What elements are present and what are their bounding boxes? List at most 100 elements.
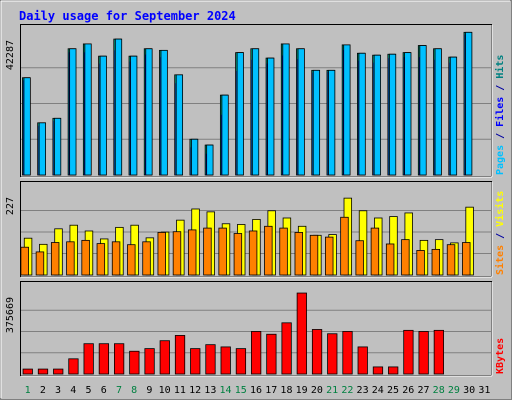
x-tick-label: 4	[70, 385, 76, 396]
x-tick-label: 28	[433, 385, 445, 396]
x-tick-label: 21	[326, 385, 338, 396]
bar-sites	[385, 243, 395, 276]
panel-kbytes: 375669 KBytes	[5, 281, 506, 377]
bar-kbytes	[266, 333, 277, 375]
x-tick-label: 3	[55, 385, 61, 396]
legend-entry: /	[495, 79, 506, 97]
bar-sites	[416, 250, 425, 276]
bar-kbytes	[98, 343, 110, 375]
bar-sites	[111, 241, 121, 276]
bar-pages	[434, 48, 442, 176]
bar-sites	[35, 251, 45, 276]
chart-panels: 42287 Pages / Files / Hits 227 Sites / Visi…	[5, 24, 506, 377]
x-tick-label: 11	[174, 385, 186, 396]
x-tick-label: 25	[387, 385, 399, 396]
legend-entry: Hits	[494, 55, 506, 79]
legend-entry: Visits	[494, 191, 506, 227]
x-tick-label: 9	[146, 385, 152, 396]
x-axis-day-labels: 1 2 3 4 5 6 7 8 9 10 11 12 13 14 15 16 17 18 19 20 21 22 23 24 2…	[25, 385, 491, 396]
bar-kbytes	[403, 329, 414, 375]
bar-pages	[145, 48, 153, 176]
bar-pages	[358, 52, 366, 176]
bar-sites	[81, 239, 90, 276]
bar-kbytes	[68, 358, 79, 375]
bar-kbytes	[174, 335, 186, 375]
bar-kbytes	[418, 331, 429, 375]
legend-entry: /	[495, 127, 506, 145]
bar-pages	[191, 138, 199, 176]
bar-pages	[54, 117, 62, 176]
bar-kbytes	[357, 346, 368, 375]
bar-kbytes	[129, 350, 140, 375]
bar-sites	[66, 241, 75, 276]
bar-pages	[251, 48, 260, 176]
x-tick-label: 12	[189, 385, 201, 396]
bar-pages	[160, 49, 168, 176]
bar-sites	[355, 240, 364, 276]
bar-kbytes	[114, 343, 125, 375]
bar-kbytes	[83, 343, 94, 375]
bar-sites	[325, 236, 334, 276]
bar-kbytes	[433, 329, 444, 375]
bar-sites	[401, 239, 410, 276]
x-tick-label: 31	[478, 385, 490, 396]
bar-pages	[130, 55, 138, 176]
bar-pages	[282, 43, 290, 176]
bar-sites	[96, 243, 106, 276]
x-tick-label: 8	[131, 385, 137, 396]
x-tick-label: 30	[463, 385, 475, 396]
legend-entry: /	[495, 227, 506, 245]
bar-pages	[328, 69, 336, 176]
bar-kbytes	[53, 368, 64, 375]
bar-sites	[218, 227, 227, 276]
bar-pages	[236, 52, 244, 176]
legend-entry: Pages	[495, 145, 506, 175]
bar-sites	[279, 227, 288, 276]
series-legend: Pages / Files / Hits	[494, 55, 506, 175]
legend-entry: Files	[494, 97, 506, 127]
legend-entry: KBytes	[495, 338, 506, 374]
x-tick-label: 5	[86, 385, 92, 396]
bar-sites	[157, 232, 166, 276]
series-legend: Sites / Visits	[494, 191, 506, 275]
bar-sites	[340, 216, 349, 276]
bar-pages	[297, 48, 305, 176]
chart-title: Daily usage for September 2024	[19, 9, 236, 23]
bar-kbytes	[342, 331, 353, 375]
x-tick-label: 17	[265, 385, 277, 396]
bar-sites	[446, 244, 456, 276]
bar-kbytes	[235, 348, 247, 375]
bar-pages	[449, 56, 458, 176]
bar-kbytes	[205, 344, 216, 375]
bar-pages	[419, 45, 427, 176]
bar-pages	[84, 43, 92, 176]
bar-sites	[264, 225, 273, 276]
bar-sites	[172, 231, 182, 276]
x-tick-label: 27	[417, 385, 429, 396]
y-max-label: 375669	[5, 297, 16, 333]
x-tick-label: 18	[280, 385, 292, 396]
x-tick-label: 23	[357, 385, 369, 396]
x-tick-label: 16	[250, 385, 262, 396]
bar-sites	[142, 241, 151, 276]
bar-pages	[38, 122, 46, 176]
bar-kbytes	[251, 331, 262, 375]
x-tick-label: 19	[296, 385, 308, 396]
bar-kbytes	[144, 348, 155, 375]
x-tick-label: 2	[40, 385, 46, 396]
x-tick-label: 10	[159, 385, 171, 396]
bar-sites	[233, 233, 243, 276]
x-tick-label: 6	[101, 385, 107, 396]
bar-sites	[294, 232, 303, 276]
bar-pages	[23, 77, 31, 176]
bar-pages	[388, 53, 397, 176]
bar-sites	[203, 227, 212, 276]
bar-pages	[343, 44, 351, 176]
y-max-label: 42287	[5, 40, 16, 70]
bar-sites	[187, 229, 197, 276]
bar-sites	[20, 246, 29, 276]
x-tick-label: 1	[25, 385, 31, 396]
x-tick-label: 22	[341, 385, 353, 396]
x-tick-label: 24	[372, 385, 384, 396]
bar-sites	[462, 242, 471, 276]
